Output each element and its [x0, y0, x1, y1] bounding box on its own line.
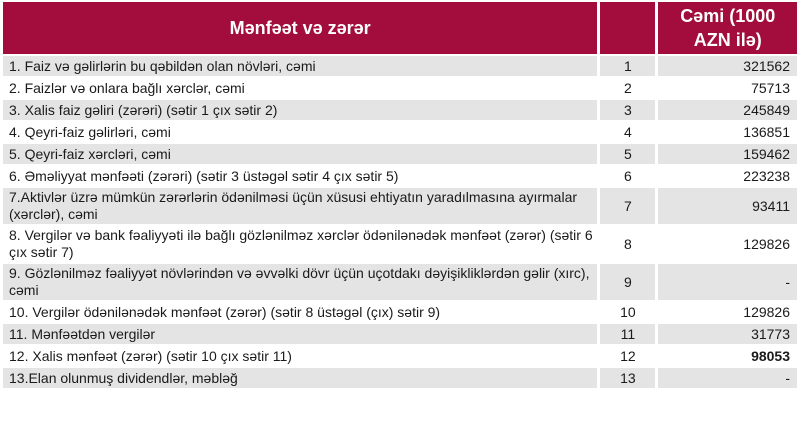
- table-row: 8. Vergilər və bank fəaliyyəti ilə bağlı…: [3, 226, 797, 262]
- row-value-cell: 321562: [658, 56, 797, 76]
- table-row: 10. Vergilər ödənilənədək mənfəət (zərər…: [3, 302, 797, 322]
- row-number-cell: 1: [600, 56, 656, 76]
- row-number-cell: 12: [600, 346, 656, 366]
- row-value-cell: -: [658, 368, 797, 388]
- table-row: 7.Aktivlər üzrə mümkün zərərlərin ödənil…: [3, 188, 797, 224]
- row-value-cell: 93411: [658, 188, 797, 224]
- row-value-cell: 159462: [658, 144, 797, 164]
- table-row: 1. Faiz və gəlirlərin bu qəbildən olan n…: [3, 56, 797, 76]
- row-value-cell: 98053: [658, 346, 797, 366]
- row-number-cell: 6: [600, 166, 656, 186]
- amount-column-header: Cəmi (1000 AZN ilə): [658, 2, 797, 54]
- table-row: 5. Qeyri-faiz xərcləri, cəmi 5 159462: [3, 144, 797, 164]
- row-label-cell: 13.Elan olunmuş dividendlər, məbləğ: [3, 368, 598, 388]
- table-row: 11. Mənfəətdən vergilər 11 31773: [3, 324, 797, 344]
- row-number-cell: 2: [600, 78, 656, 98]
- row-number-column-header: [600, 2, 656, 54]
- row-number-cell: 8: [600, 226, 656, 262]
- row-label-cell: 3. Xalis faiz gəliri (zərəri) (sətir 1 ç…: [3, 100, 598, 120]
- row-value-cell: 223238: [658, 166, 797, 186]
- row-label-cell: 8. Vergilər və bank fəaliyyəti ilə bağlı…: [3, 226, 598, 262]
- table-row: 6. Əməliyyat mənfəəti (zərəri) (sətir 3 …: [3, 166, 797, 186]
- row-label-cell: 11. Mənfəətdən vergilər: [3, 324, 598, 344]
- table-header-row: Mənfəət və zərər Cəmi (1000 AZN ilə): [3, 2, 797, 54]
- table-row: 12. Xalis mənfəət (zərər) (sətir 10 çıx …: [3, 346, 797, 366]
- table-row: 4. Qeyri-faiz gəlirləri, cəmi 4 136851: [3, 122, 797, 142]
- row-number-cell: 11: [600, 324, 656, 344]
- row-value-cell: 129826: [658, 302, 797, 322]
- table-row: 3. Xalis faiz gəliri (zərəri) (sətir 1 ç…: [3, 100, 797, 120]
- row-value-cell: 31773: [658, 324, 797, 344]
- row-label-cell: 5. Qeyri-faiz xərcləri, cəmi: [3, 144, 598, 164]
- row-value-cell: 129826: [658, 226, 797, 262]
- profit-and-loss-table: Mənfəət və zərər Cəmi (1000 AZN ilə) 1. …: [3, 2, 797, 388]
- row-value-cell: 136851: [658, 122, 797, 142]
- row-label-cell: 9. Gözlənilməz fəaliyyət növlərindən və …: [3, 264, 598, 300]
- row-label-cell: 10. Vergilər ödənilənədək mənfəət (zərər…: [3, 302, 598, 322]
- row-label-cell: 7.Aktivlər üzrə mümkün zərərlərin ödənil…: [3, 188, 598, 224]
- row-number-cell: 13: [600, 368, 656, 388]
- row-value-cell: 75713: [658, 78, 797, 98]
- table-row: 2. Faizlər və onlara bağlı xərclər, cəmi…: [3, 78, 797, 98]
- row-label-cell: 2. Faizlər və onlara bağlı xərclər, cəmi: [3, 78, 598, 98]
- table-title: Mənfəət və zərər: [3, 2, 598, 54]
- row-label-cell: 6. Əməliyyat mənfəəti (zərəri) (sətir 3 …: [3, 166, 598, 186]
- row-number-cell: 3: [600, 100, 656, 120]
- table-row: 9. Gözlənilməz fəaliyyət növlərindən və …: [3, 264, 797, 300]
- table-row: 13.Elan olunmuş dividendlər, məbləğ 13 -: [3, 368, 797, 388]
- row-value-cell: -: [658, 264, 797, 300]
- row-label-cell: 4. Qeyri-faiz gəlirləri, cəmi: [3, 122, 598, 142]
- row-value-cell: 245849: [658, 100, 797, 120]
- row-label-cell: 1. Faiz və gəlirlərin bu qəbildən olan n…: [3, 56, 598, 76]
- row-number-cell: 4: [600, 122, 656, 142]
- row-label-cell: 12. Xalis mənfəət (zərər) (sətir 10 çıx …: [3, 346, 598, 366]
- row-number-cell: 7: [600, 188, 656, 224]
- row-number-cell: 9: [600, 264, 656, 300]
- row-number-cell: 10: [600, 302, 656, 322]
- row-number-cell: 5: [600, 144, 656, 164]
